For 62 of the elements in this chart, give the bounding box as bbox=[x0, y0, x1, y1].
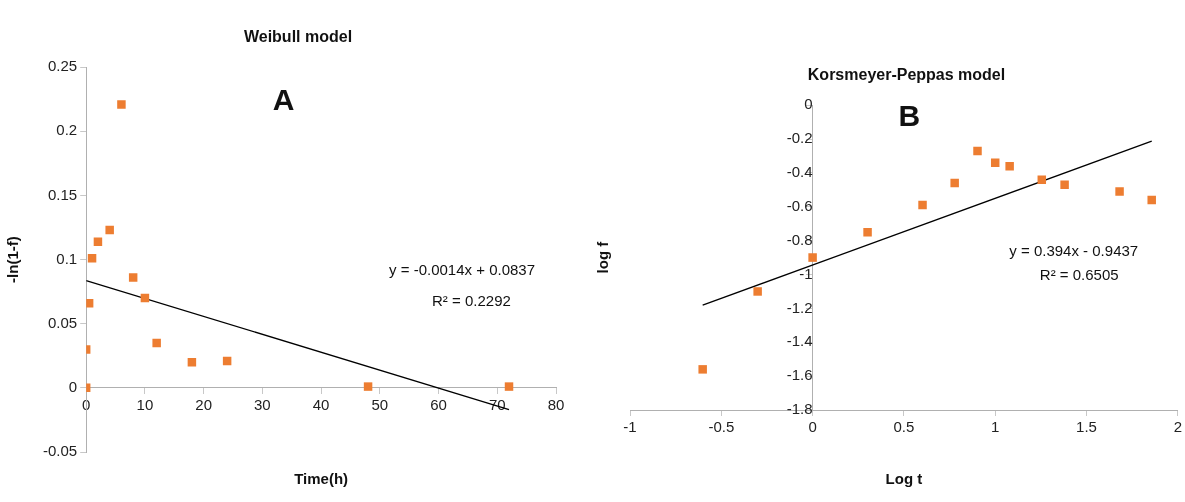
x-tick-label: 40 bbox=[312, 396, 330, 414]
annotation: R² = 0.2292 bbox=[432, 292, 511, 310]
y-tick-label: 0.25 bbox=[47, 57, 78, 75]
annotation: B bbox=[898, 98, 921, 132]
annotation: A bbox=[272, 83, 295, 117]
x-tick-label: 10 bbox=[136, 396, 154, 414]
point bbox=[1147, 195, 1156, 205]
point bbox=[105, 225, 114, 235]
y-tick-label: 0.2 bbox=[56, 121, 78, 139]
point bbox=[128, 273, 138, 282]
point bbox=[1005, 161, 1014, 171]
x-tick-label: -1 bbox=[623, 418, 637, 436]
point bbox=[950, 178, 959, 188]
point bbox=[87, 254, 97, 263]
y-tick-label: -1.4 bbox=[786, 332, 813, 350]
annotation: y = -0.0014x + 0.0837 bbox=[389, 261, 536, 279]
point bbox=[973, 146, 982, 156]
point bbox=[1060, 180, 1069, 190]
y-tick-label: 0.1 bbox=[56, 249, 78, 267]
point bbox=[1037, 175, 1047, 184]
chart-title: Korsmeyer-Peppas model bbox=[807, 66, 1006, 84]
y-axis-title: log f bbox=[594, 240, 612, 274]
x-axis-title: Log t bbox=[885, 470, 923, 488]
x-tick-label: 80 bbox=[547, 396, 565, 414]
x-tick-label: 0.5 bbox=[893, 418, 915, 436]
point bbox=[863, 227, 872, 237]
point bbox=[918, 200, 927, 210]
y-tick-label: -0.8 bbox=[786, 230, 813, 248]
point bbox=[504, 382, 514, 391]
point bbox=[698, 365, 707, 374]
annotation: R² = 0.6505 bbox=[1039, 266, 1119, 284]
point bbox=[808, 253, 817, 262]
y-tick-label: -0.2 bbox=[786, 129, 813, 147]
chart-title: Weibull model bbox=[243, 28, 353, 46]
y-tick-label: 0.15 bbox=[47, 185, 78, 203]
x-tick-label: 60 bbox=[430, 396, 447, 414]
x-tick-label: 20 bbox=[195, 396, 212, 414]
point bbox=[1115, 187, 1124, 196]
x-tick-label: 1 bbox=[991, 418, 1000, 436]
y-axis-title: -ln(1-f) bbox=[4, 236, 22, 283]
x-tick-label: -0.5 bbox=[708, 418, 735, 436]
y-tick-label: -1.8 bbox=[786, 400, 813, 418]
point bbox=[363, 382, 373, 391]
annotation: y = 0.394x - 0.9437 bbox=[1009, 241, 1139, 259]
y-tick-label: -0.6 bbox=[786, 196, 813, 214]
x-axis-title: Time(h) bbox=[294, 470, 349, 488]
y-tick-label: 0 bbox=[68, 378, 78, 396]
point bbox=[117, 100, 126, 109]
x-tick-label: 2 bbox=[1173, 418, 1182, 436]
y-tick-label: -1 bbox=[799, 264, 813, 282]
y-tick-label: 0.05 bbox=[47, 313, 78, 331]
x-tick-label: 30 bbox=[254, 396, 271, 414]
y-tick-label: -0.4 bbox=[786, 163, 813, 181]
y-tick-label: -0.05 bbox=[42, 442, 78, 460]
x-tick-label: 1.5 bbox=[1076, 418, 1097, 436]
point bbox=[152, 338, 161, 348]
point bbox=[93, 237, 103, 246]
y-tick-label: 0 bbox=[804, 95, 813, 113]
y-tick-label: -1.2 bbox=[786, 298, 813, 316]
point bbox=[753, 287, 762, 296]
y-tick-label: -1.6 bbox=[786, 366, 813, 384]
x-tick-label: 50 bbox=[371, 396, 389, 414]
